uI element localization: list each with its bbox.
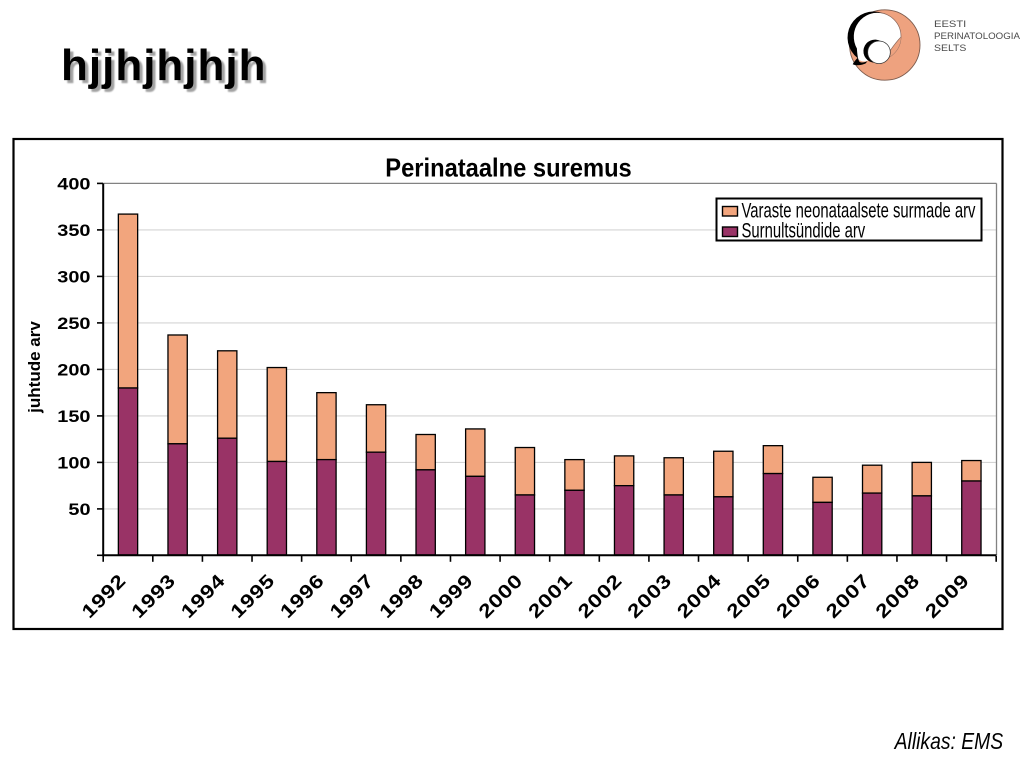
svg-text:juhtude arv: juhtude arv (25, 321, 44, 414)
svg-text:Perinataalne suremus: Perinataalne suremus (385, 153, 631, 182)
svg-text:50: 50 (68, 499, 90, 518)
svg-text:100: 100 (57, 453, 90, 472)
svg-text:350: 350 (57, 220, 90, 239)
svg-text:150: 150 (57, 406, 90, 425)
svg-text:250: 250 (57, 313, 90, 332)
svg-text:300: 300 (57, 267, 90, 286)
svg-text:400: 400 (57, 174, 90, 193)
svg-text:Varaste neonataalsete surmade: Varaste neonataalsete surmade arv (742, 199, 977, 222)
svg-text:200: 200 (57, 360, 90, 379)
svg-text:Surnultsündide arv: Surnultsündide arv (742, 219, 866, 242)
